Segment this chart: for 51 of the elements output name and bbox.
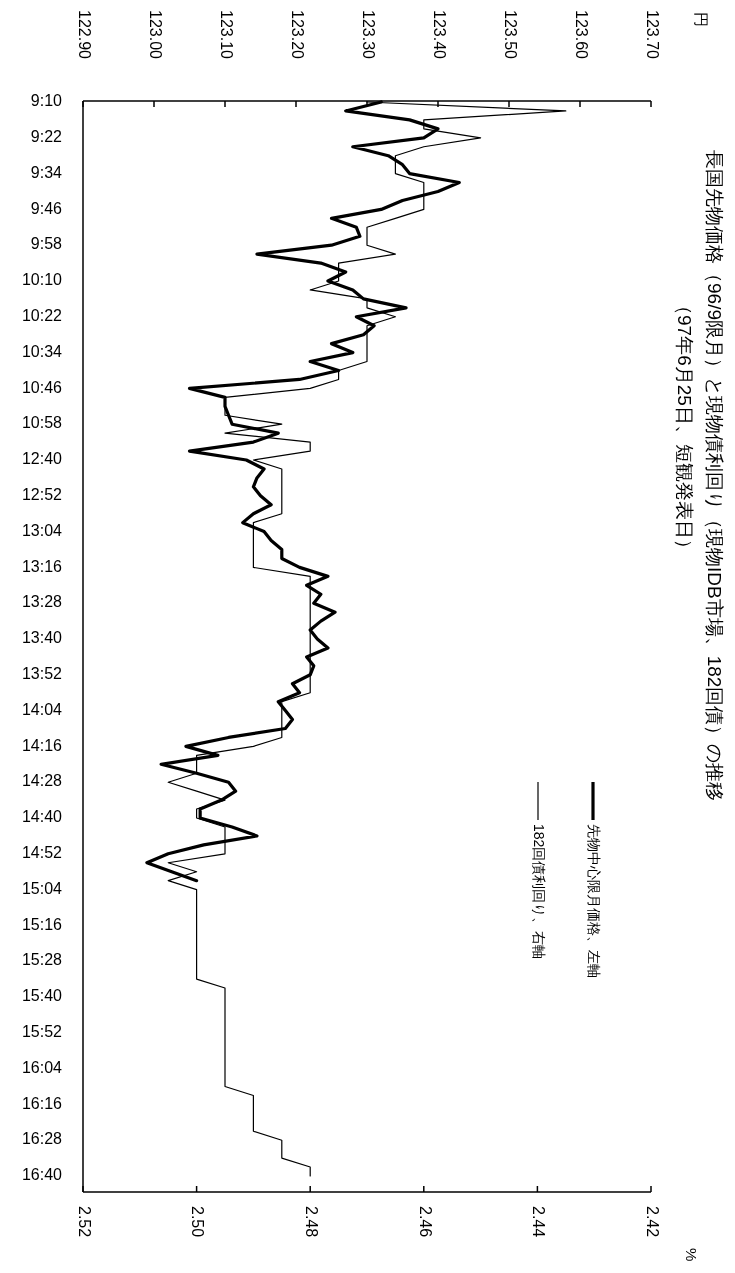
x-tick-label: 2.44	[530, 1206, 548, 1238]
text: 長国先物価格（96/9限月）と現物債利回り（現物IDB市場、182回債）の推移	[703, 150, 725, 802]
y-tick-label: 9:46	[30, 199, 63, 217]
y-tick-label: 16:16	[21, 1094, 63, 1112]
x-tick-label: 2.42	[643, 1206, 661, 1238]
y-tick-label: 9:22	[30, 128, 63, 146]
x-tick-label: 2.50	[189, 1206, 207, 1238]
y-tick-label: 16:40	[21, 1166, 63, 1184]
x-tick-label: 2.48	[302, 1206, 320, 1238]
x2-tick-label: 123.50	[501, 10, 519, 60]
y-tick-label: 15:28	[21, 951, 63, 969]
x2-tick-label: 123.70	[643, 10, 661, 60]
text: %	[683, 1248, 701, 1262]
y-tick-label: 14:28	[21, 772, 63, 790]
y-tick-label: 16:28	[21, 1130, 63, 1148]
text: 円	[693, 12, 711, 27]
x2-tick-label: 123.60	[572, 10, 590, 60]
x-tick-label: 2.52	[75, 1206, 93, 1238]
y-tick-label: 13:52	[21, 665, 63, 683]
x-tick-label: 2.46	[416, 1206, 434, 1238]
y-tick-label: 13:16	[21, 557, 63, 575]
y-tick-label: 9:58	[30, 235, 63, 253]
x2-tick-label: 123.00	[146, 10, 164, 60]
x2-tick-label: 123.20	[288, 10, 306, 60]
y-tick-label: 15:40	[21, 987, 63, 1005]
y-tick-label: 13:28	[21, 593, 63, 611]
x2-tick-label: 123.40	[430, 10, 448, 60]
y-tick-label: 12:52	[21, 486, 63, 504]
y-tick-label: 14:04	[21, 700, 63, 718]
legend: 先物中心限月価格、左軸 182回債利回り、右軸	[531, 781, 603, 978]
x2-tick-label: 122.90	[75, 10, 93, 60]
y-tick-label: 13:40	[21, 629, 63, 647]
y-tick-label: 10:22	[21, 307, 63, 325]
y-tick-label: 16:04	[21, 1058, 63, 1076]
y-tick-label: 15:52	[21, 1023, 63, 1041]
y-tick-label: 15:04	[21, 879, 63, 897]
y-tick-label: 14:16	[21, 736, 63, 754]
x2-tick-label: 123.30	[359, 10, 377, 60]
y-tick-label: 9:34	[30, 163, 63, 181]
y-tick-label: 15:16	[21, 915, 63, 933]
y-tick-label: 9:10	[30, 92, 63, 110]
y-tick-label: 14:52	[21, 844, 63, 862]
y-tick-label: 10:10	[21, 271, 63, 289]
y-tick-label: 10:34	[21, 342, 63, 360]
y-tick-label: 13:04	[21, 521, 63, 539]
y-tick-label: 14:40	[21, 808, 63, 826]
text: （97年6月25日、短観発表日）	[673, 296, 695, 558]
y-tick-label: 12:40	[21, 450, 63, 468]
x2-tick-label: 123.10	[217, 10, 235, 60]
y-tick-label: 10:58	[21, 414, 63, 432]
y-tick-label: 10:46	[21, 378, 63, 396]
